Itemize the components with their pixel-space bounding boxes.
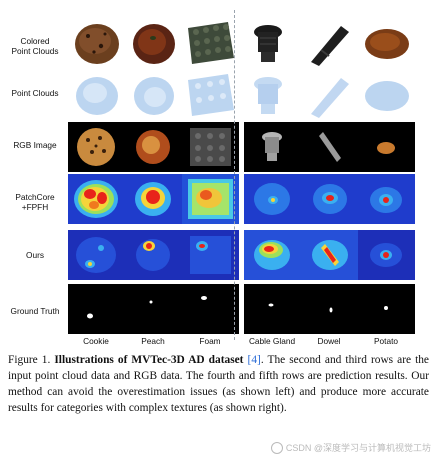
dowel-ours-heatmap xyxy=(301,230,358,280)
row-label-ours: Ours xyxy=(26,250,44,260)
peach-patchcore-heatmap xyxy=(125,174,182,224)
citation-link[interactable]: [4] xyxy=(247,354,261,366)
cable-gland-patchcore-heatmap xyxy=(244,174,301,224)
caption-title: Illustrations of MVTec-3D AD dataset xyxy=(54,354,244,366)
cable-gland-ground-truth xyxy=(244,284,301,334)
watermark-text: CSDN @深度学习与计算机视觉工坊 xyxy=(285,443,431,453)
foam-point-cloud xyxy=(188,74,234,116)
potato-patchcore-heatmap xyxy=(358,174,415,224)
cable-gland-ours-heatmap xyxy=(244,230,301,280)
caption-body: . The second and third rows are the inpu… xyxy=(8,354,429,414)
section-divider xyxy=(234,10,235,340)
column-label-cookie: Cookie xyxy=(83,336,109,346)
cable-gland-rgb-image xyxy=(244,122,301,172)
cookie-rgb-image xyxy=(68,122,125,172)
cookie-ground-truth xyxy=(68,284,125,334)
foam-patchcore-heatmap xyxy=(182,174,239,224)
peach-ground-truth xyxy=(125,284,182,334)
peach-colored-point-cloud xyxy=(133,24,175,64)
potato-point-cloud xyxy=(365,81,409,111)
cookie-point-cloud xyxy=(76,77,118,115)
row-label-colored-point-clouds: Colored Point Clouds xyxy=(11,36,59,56)
peach-rgb-image xyxy=(125,122,182,172)
peach-point-cloud xyxy=(134,77,174,115)
dowel-point-cloud xyxy=(311,78,349,118)
peach-ours-heatmap xyxy=(125,230,182,280)
row-label-point-clouds: Point Clouds xyxy=(11,88,59,98)
dowel-colored-point-cloud xyxy=(311,26,349,66)
column-label-cable-gland: Cable Gland xyxy=(248,336,296,346)
potato-ours-heatmap xyxy=(358,230,415,280)
row-label-ground-truth: Ground Truth xyxy=(10,306,60,316)
foam-colored-point-cloud xyxy=(188,22,234,64)
column-label-dowel: Dowel xyxy=(317,336,341,346)
foam-ground-truth xyxy=(182,284,239,334)
potato-rgb-image xyxy=(358,122,415,172)
column-label-potato: Potato xyxy=(374,336,398,346)
figure-number: Figure 1. xyxy=(8,354,51,366)
potato-ground-truth xyxy=(358,284,415,334)
figure: Colored Point Clouds Point Clouds RGB Im… xyxy=(10,10,415,346)
row-label-patchcore-fpfh: PatchCore +FPFH xyxy=(15,192,55,212)
column-label-peach: Peach xyxy=(141,336,165,346)
figure-caption: Figure 1. Illustrations of MVTec-3D AD d… xyxy=(8,352,429,416)
dowel-ground-truth xyxy=(301,284,358,334)
watermark: CSDN @深度学习与计算机视觉工坊 xyxy=(270,441,431,454)
column-label-foam: Foam xyxy=(199,336,221,346)
cookie-colored-point-cloud xyxy=(75,24,119,64)
watermark-logo-icon xyxy=(270,441,283,454)
row-label-rgb-image: RGB Image xyxy=(13,140,57,150)
cookie-patchcore-heatmap xyxy=(68,174,125,224)
foam-rgb-image xyxy=(182,122,239,172)
cookie-ours-heatmap xyxy=(68,230,125,280)
cable-gland-point-cloud xyxy=(254,77,282,114)
dowel-rgb-image xyxy=(301,122,358,172)
foam-ours-heatmap xyxy=(182,230,239,280)
dowel-patchcore-heatmap xyxy=(301,174,358,224)
cable-gland-colored-point-cloud xyxy=(254,25,282,62)
potato-colored-point-cloud xyxy=(365,29,409,59)
